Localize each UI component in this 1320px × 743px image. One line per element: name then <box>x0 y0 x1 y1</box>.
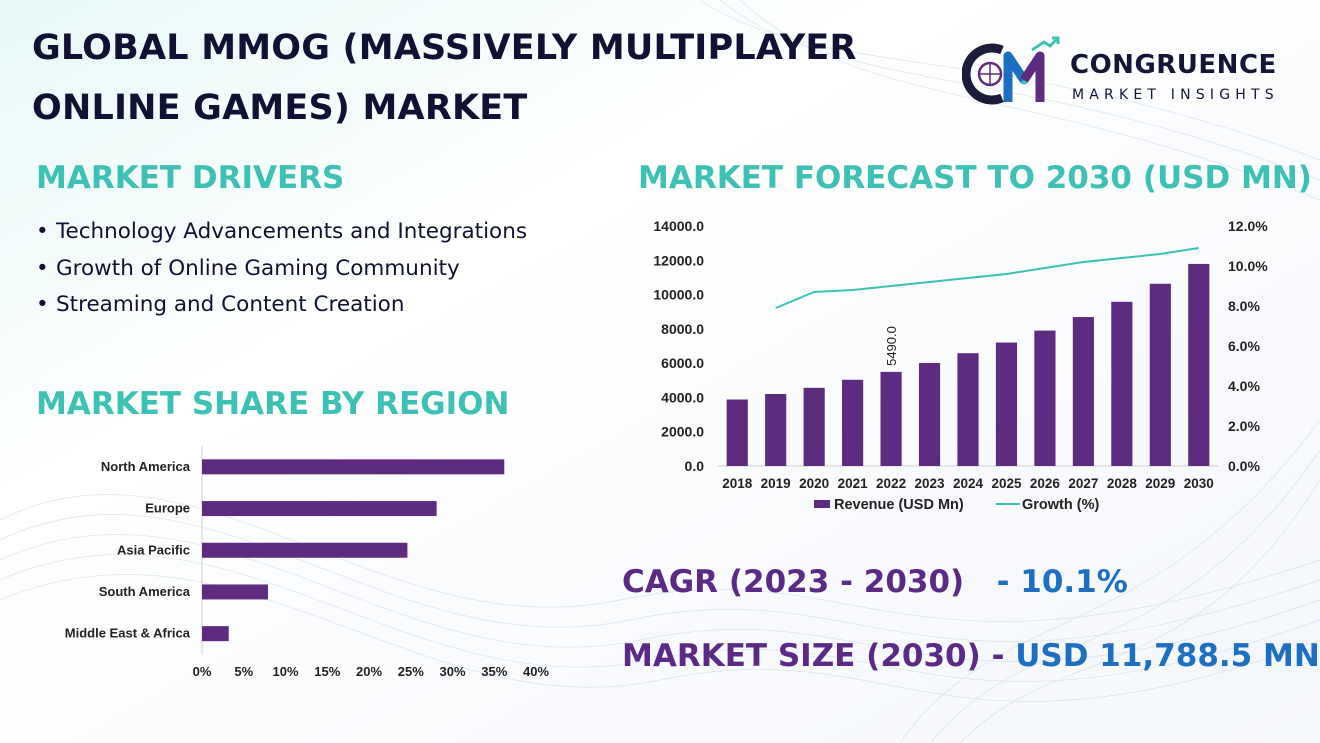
forecast-data-label: 5490.0 <box>884 326 899 366</box>
market-size-value: USD 11,788.5 MN <box>1015 638 1320 674</box>
forecast-x-tick-label: 2022 <box>876 476 906 491</box>
forecast-right-tick-label: 0.0% <box>1228 458 1260 474</box>
bullet-icon: • <box>36 255 49 281</box>
logo-tagline: MARKET INSIGHTS <box>1072 87 1279 103</box>
forecast-left-tick-label: 4000.0 <box>661 389 704 405</box>
market-share-heading: MARKET SHARE BY REGION <box>36 386 510 422</box>
driver-item: • Streaming and Content Creation <box>36 287 527 324</box>
market-drivers-heading: MARKET DRIVERS <box>36 160 345 196</box>
forecast-revenue-bar <box>1149 283 1171 466</box>
forecast-revenue-bar <box>995 342 1018 466</box>
region-x-tick-label: 15% <box>314 664 340 679</box>
forecast-x-tick-label: 2029 <box>1145 476 1175 491</box>
logo-mark-icon <box>962 36 1060 105</box>
forecast-left-tick-label: 2000.0 <box>661 424 704 440</box>
market-drivers-list: • Technology Advancements and Integration… <box>36 214 527 324</box>
legend-revenue-swatch <box>814 500 830 508</box>
market-size-kpi: MARKET SIZE (2030) - USD 11,788.5 MN <box>622 638 1320 674</box>
driver-text: Streaming and Content Creation <box>56 292 405 317</box>
region-bar <box>202 459 505 475</box>
driver-text: Growth of Online Gaming Community <box>56 255 460 281</box>
page-title: GLOBAL MMOG (MASSIVELY MULTIPLAYER ONLIN… <box>32 28 857 128</box>
forecast-revenue-bar <box>957 353 979 466</box>
region-category-label: South America <box>99 584 191 599</box>
forecast-left-tick-label: 0.0 <box>685 458 705 474</box>
forecast-revenue-bar <box>842 379 864 466</box>
forecast-revenue-bar <box>880 371 902 466</box>
logo-name: CONGRUENCE <box>1070 50 1277 80</box>
forecast-left-tick-label: 8000.0 <box>661 321 704 337</box>
forecast-x-tick-label: 2020 <box>799 476 829 491</box>
forecast-revenue-bar <box>918 362 941 466</box>
forecast-revenue-bar <box>803 387 825 466</box>
region-category-label: Europe <box>145 501 190 516</box>
cagr-value: - 10.1% <box>996 564 1128 600</box>
forecast-revenue-bar <box>1188 263 1210 466</box>
region-x-tick-label: 30% <box>439 664 465 679</box>
market-forecast-heading: MARKET FORECAST TO 2030 (USD MN) <box>638 160 1312 196</box>
region-x-tick-label: 40% <box>523 664 549 679</box>
region-bar <box>202 626 229 642</box>
forecast-right-tick-label: 6.0% <box>1228 338 1260 354</box>
forecast-x-tick-label: 2019 <box>761 476 791 491</box>
forecast-revenue-bar <box>1034 330 1056 466</box>
forecast-left-tick-label: 10000.0 <box>653 287 704 303</box>
region-share-chart: North America Europe Asia Pacific South Ame… <box>65 446 549 679</box>
market-size-label: MARKET SIZE (2030) - <box>622 638 1005 674</box>
forecast-x-tick-label: 2021 <box>838 476 869 491</box>
forecast-x-tick-label: 2027 <box>1068 476 1098 491</box>
region-category-label: Middle East & Africa <box>65 626 191 641</box>
region-category-label: North America <box>101 459 191 474</box>
region-x-tick-label: 10% <box>272 664 298 679</box>
forecast-right-tick-label: 8.0% <box>1228 298 1260 314</box>
legend-growth-label: Growth (%) <box>1022 497 1099 513</box>
forecast-x-tick-label: 2023 <box>915 476 946 491</box>
forecast-revenue-bar <box>765 394 787 466</box>
driver-text: Technology Advancements and Integrations <box>56 219 528 244</box>
forecast-left-tick-label: 12000.0 <box>653 252 704 268</box>
forecast-right-tick-label: 12.0% <box>1228 218 1268 234</box>
forecast-x-tick-label: 2024 <box>953 476 984 491</box>
forecast-revenue-bar <box>1072 317 1094 466</box>
cagr-kpi: CAGR (2023 - 2030) - 10.1% <box>622 564 1128 600</box>
region-x-tick-label: 25% <box>398 664 424 679</box>
region-category-label: Asia Pacific <box>117 542 190 557</box>
congruence-logo: CONGRUENCE MARKET INSIGHTS <box>962 36 1292 110</box>
driver-item: • Technology Advancements and Integration… <box>36 214 527 251</box>
forecast-x-tick-label: 2030 <box>1184 476 1214 491</box>
forecast-right-tick-label: 2.0% <box>1228 418 1260 434</box>
legend-revenue-label: Revenue (USD Mn) <box>834 497 964 513</box>
region-x-tick-label: 35% <box>481 664 507 679</box>
forecast-revenue-bar <box>726 399 748 466</box>
region-x-tick-label: 20% <box>356 664 382 679</box>
forecast-left-tick-label: 14000.0 <box>653 218 704 234</box>
bullet-icon: • <box>36 292 49 317</box>
forecast-x-tick-label: 2026 <box>1030 476 1061 491</box>
region-bar <box>202 501 437 517</box>
region-x-tick-label: 0% <box>193 664 212 679</box>
forecast-x-tick-label: 2028 <box>1107 476 1138 491</box>
region-bar <box>202 542 408 558</box>
cagr-label: CAGR (2023 - 2030) <box>622 564 965 600</box>
forecast-revenue-bar <box>1111 301 1133 466</box>
forecast-right-tick-label: 10.0% <box>1228 258 1268 274</box>
forecast-x-tick-label: 2018 <box>722 476 753 491</box>
market-forecast-chart: 0.0 2000.0 4000.0 6000.0 8000.0 10000.0 12000.… <box>653 218 1268 513</box>
forecast-right-tick-label: 4.0% <box>1228 378 1260 394</box>
forecast-growth-line <box>775 247 1199 309</box>
driver-item: • Growth of Online Gaming Community <box>36 251 527 288</box>
forecast-left-tick-label: 6000.0 <box>661 355 704 371</box>
bullet-icon: • <box>36 219 49 244</box>
forecast-x-tick-label: 2025 <box>991 476 1022 491</box>
region-x-tick-label: 5% <box>234 664 253 679</box>
region-bar <box>202 584 268 600</box>
